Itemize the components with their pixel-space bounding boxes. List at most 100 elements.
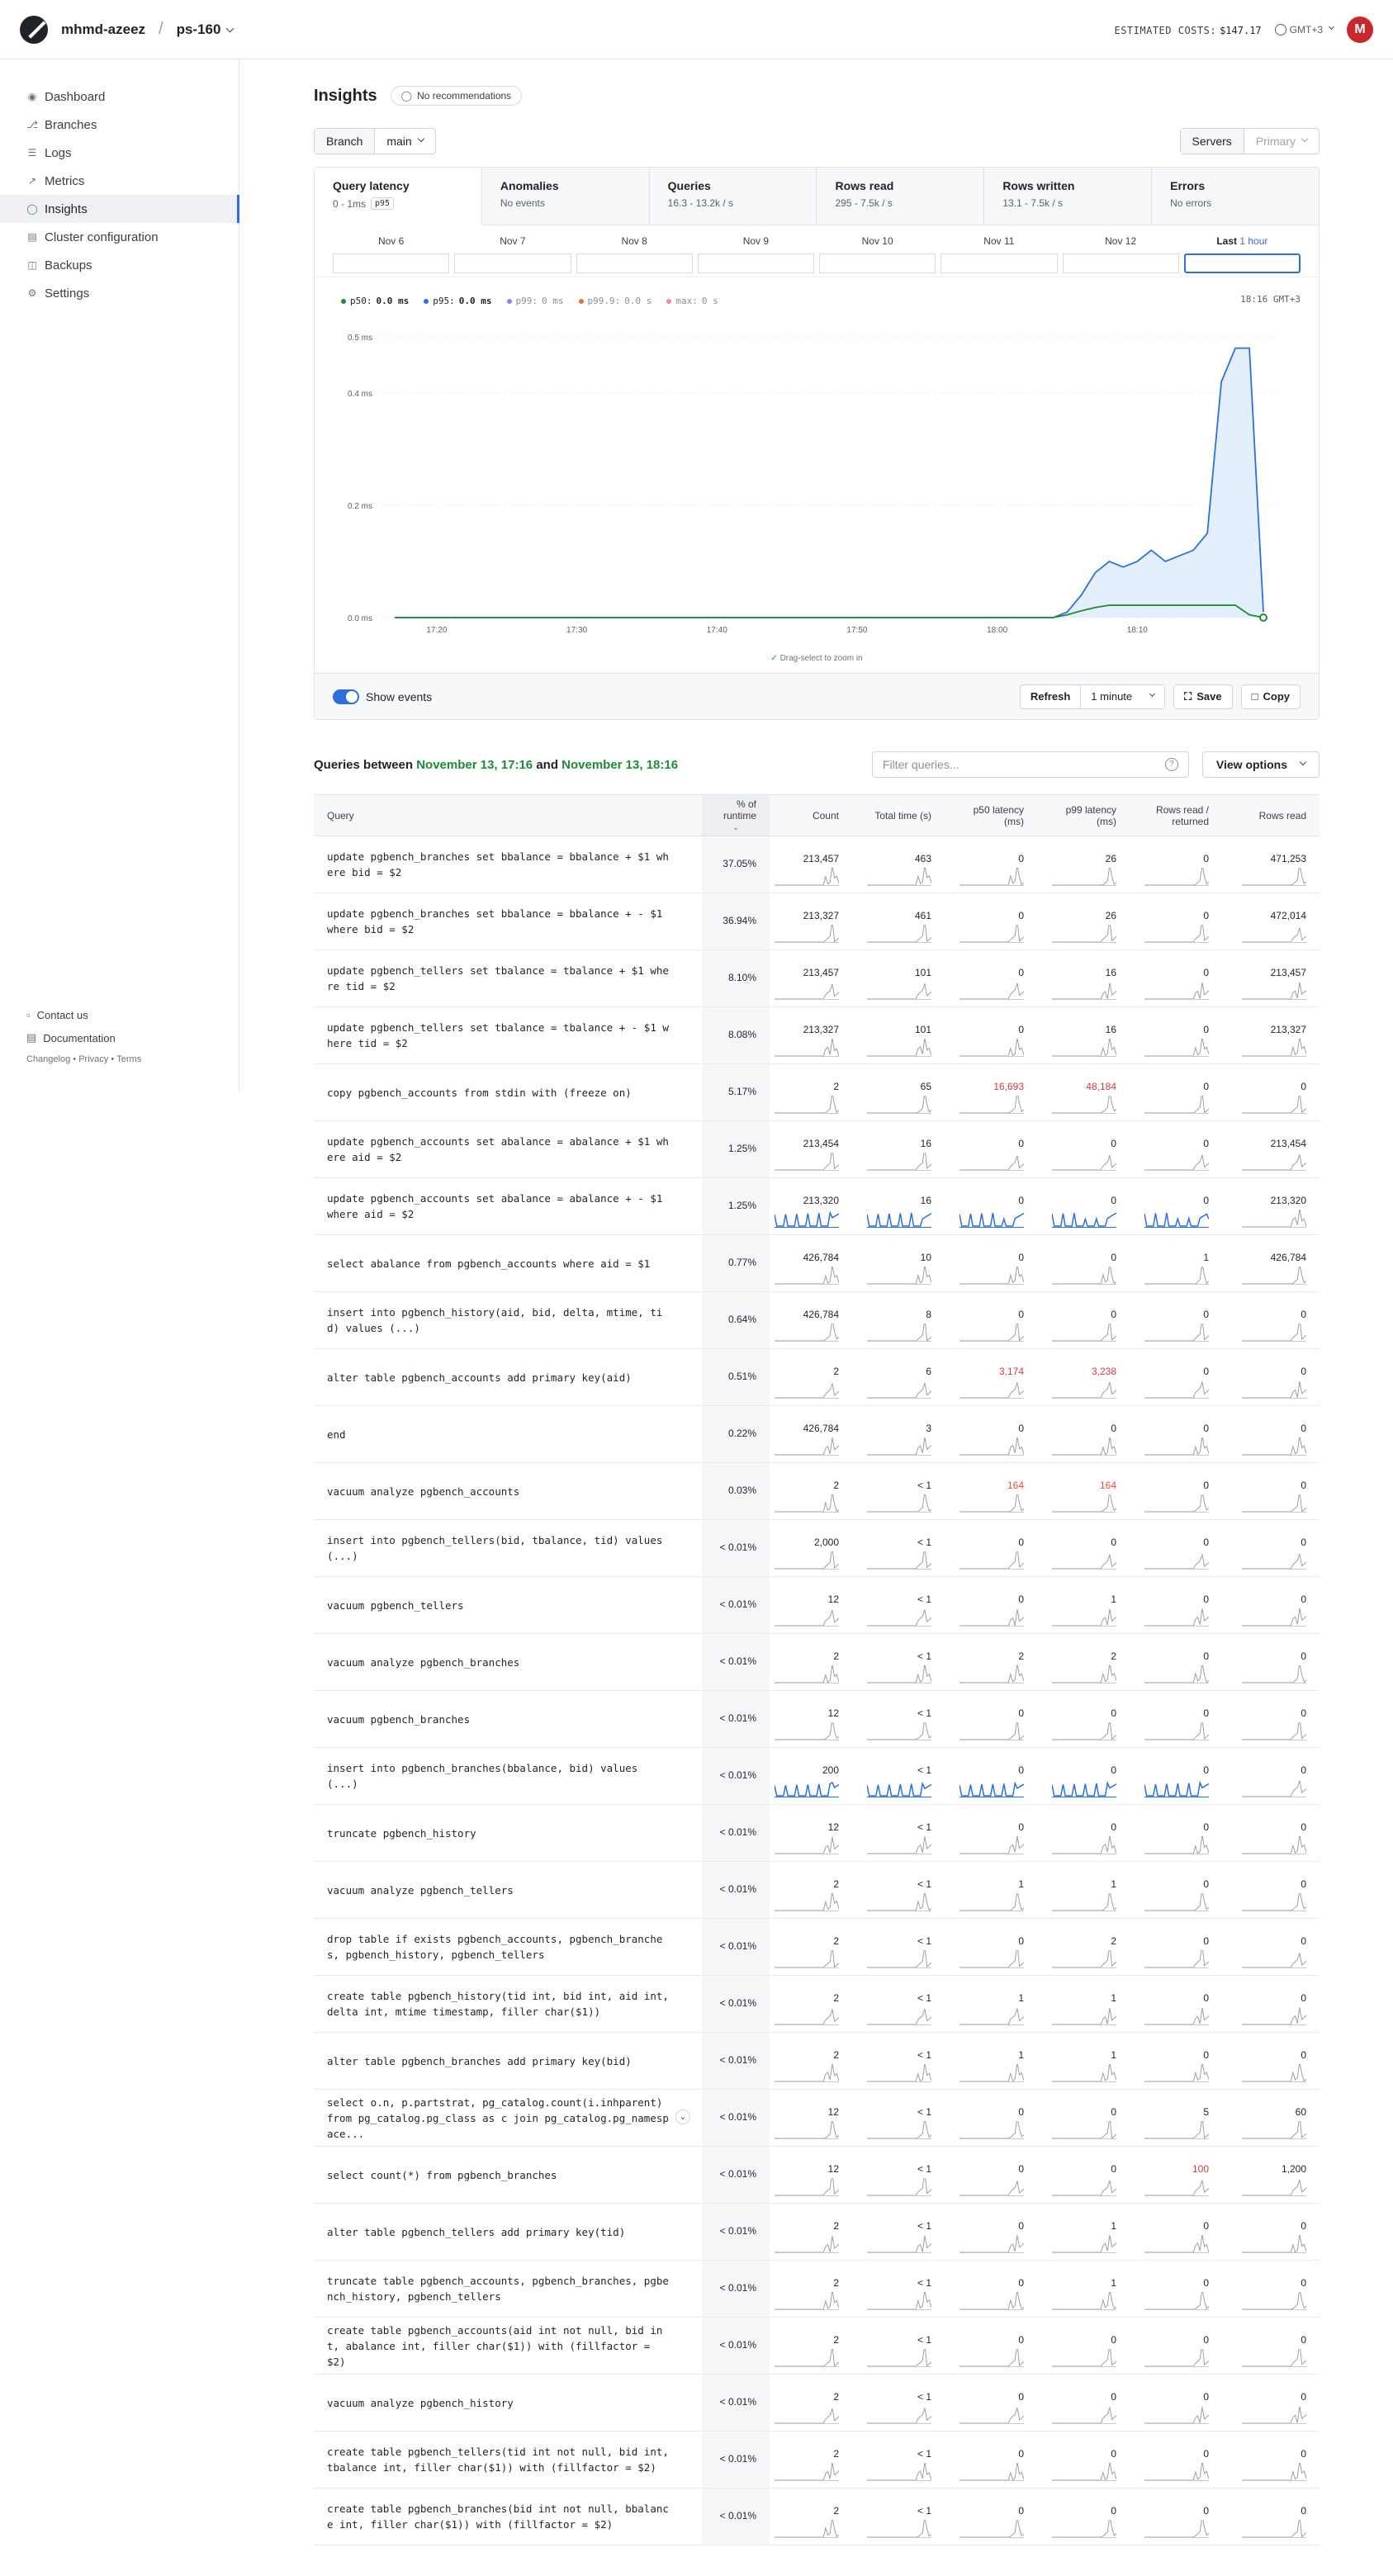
database-switcher[interactable]: ps-160 [177,21,235,38]
table-row[interactable]: insert into pgbench_history(aid, bid, de… [314,1291,1320,1349]
table-row[interactable]: create table pgbench_tellers(tid int not… [314,2431,1320,2488]
table-row[interactable]: alter table pgbench_tellers add primary … [314,2203,1320,2261]
query-cell[interactable]: vacuum analyze pgbench_history [314,2374,702,2432]
sidebar-item-backups[interactable]: ◫ Backups [0,251,239,279]
table-row[interactable]: select o.n, p.partstrat, pg_catalog.coun… [314,2089,1320,2147]
column-header[interactable]: Count [770,794,852,836]
day-bar[interactable] [697,253,814,273]
day-column[interactable]: Nov 7 [454,235,571,277]
sidebar-item-cluster-configuration[interactable]: ▤ Cluster configuration [0,223,239,251]
tab-rows-read[interactable]: Rows read 295 - 7.5k / s [817,168,985,225]
query-cell[interactable]: create table pgbench_tellers(tid int not… [314,2431,702,2488]
table-row[interactable]: drop table if exists pgbench_accounts, p… [314,1918,1320,1976]
org-name[interactable]: mhmd-azeez [61,21,146,37]
selected-range-label[interactable]: Last 1 hour [1216,235,1267,249]
query-cell[interactable]: update pgbench_tellers set tbalance = tb… [314,1006,702,1064]
query-cell[interactable]: insert into pgbench_tellers(bid, tbalanc… [314,1519,702,1577]
table-row[interactable]: update pgbench_accounts set abalance = a… [314,1120,1320,1178]
column-header[interactable]: p50 latency (ms) [945,794,1037,836]
sidebar-item-insights[interactable]: ◯ Insights [0,195,239,223]
terms-link[interactable]: Terms [116,1054,142,1064]
query-cell[interactable]: vacuum analyze pgbench_tellers [314,1861,702,1919]
branch-dropdown[interactable]: main [375,129,434,154]
tab-errors[interactable]: Errors No errors [1152,168,1319,225]
query-cell[interactable]: select abalance from pgbench_accounts wh… [314,1234,702,1292]
table-row[interactable]: update pgbench_tellers set tbalance = tb… [314,949,1320,1007]
query-cell[interactable]: truncate pgbench_history [314,1804,702,1862]
save-button[interactable]: ⛶ Save [1173,684,1233,709]
day-bar[interactable] [333,253,450,273]
copy-button[interactable]: □ Copy [1240,684,1301,709]
tab-anomalies[interactable]: Anomalies No events [482,168,650,225]
table-row[interactable]: alter table pgbench_accounts add primary… [314,1348,1320,1406]
legend-item[interactable]: max: 0 s [666,296,718,306]
series-line-p50[interactable] [394,604,1264,618]
table-row[interactable]: end 0.22% 426,784 3 0 0 0 0 [314,1405,1320,1463]
query-cell[interactable]: vacuum pgbench_tellers [314,1576,702,1634]
refresh-button[interactable]: Refresh [1021,684,1082,708]
table-row[interactable]: vacuum analyze pgbench_history < 0.01% 2 < … [314,2374,1320,2432]
table-row[interactable]: create table pgbench_branches(bid int no… [314,2488,1320,2545]
sidebar-item-metrics[interactable]: ↗ Metrics [0,167,239,195]
view-options-button[interactable]: View options [1201,751,1320,778]
table-row[interactable]: create table pgbench_accounts(aid int no… [314,2317,1320,2375]
query-cell[interactable]: update pgbench_tellers set tbalance = tb… [314,949,702,1007]
query-cell[interactable]: drop table if exists pgbench_accounts, p… [314,1918,702,1976]
query-cell[interactable]: create table pgbench_accounts(aid int no… [314,2317,702,2375]
table-row[interactable]: create table pgbench_history(tid int, bi… [314,1975,1320,2033]
tab-queries[interactable]: Queries 16.3 - 13.2k / s [650,168,817,225]
query-cell[interactable]: create table pgbench_branches(bid int no… [314,2488,702,2545]
show-events-toggle[interactable] [333,689,359,704]
sidebar-item-branches[interactable]: ⎇ Branches [0,111,239,139]
query-cell[interactable]: insert into pgbench_history(aid, bid, de… [314,1291,702,1349]
planetscale-logo-icon[interactable] [20,15,48,44]
sidebar-item-dashboard[interactable]: ◉ Dashboard [0,83,239,111]
day-bar[interactable] [1062,253,1179,273]
column-header[interactable]: p99 latency (ms) [1037,794,1130,836]
avatar[interactable]: M [1347,16,1373,43]
query-cell[interactable]: select count(*) from pgbench_branches [314,2146,702,2204]
query-cell[interactable]: alter table pgbench_accounts add primary… [314,1348,702,1406]
privacy-link[interactable]: Privacy [78,1054,109,1064]
contact-link[interactable]: ▫ Contact us [26,1009,141,1021]
day-column-selected[interactable]: Last 1 hour [1183,235,1301,277]
servers-selector[interactable]: Servers Primary [1179,128,1320,154]
table-row[interactable]: insert into pgbench_tellers(bid, tbalanc… [314,1519,1320,1577]
table-row[interactable]: truncate pgbench_history < 0.01% 12 < 1 0 0 0 0 [314,1804,1320,1862]
day-bar[interactable] [454,253,571,273]
query-cell[interactable]: vacuum analyze pgbench_accounts [314,1462,702,1520]
legend-item[interactable]: p50: 0.0 ms [341,296,409,306]
table-row[interactable]: select count(*) from pgbench_branches < 0… [314,2146,1320,2204]
sidebar-item-settings[interactable]: ⚙ Settings [0,279,239,307]
query-cell[interactable]: truncate table pgbench_accounts, pgbench… [314,2260,702,2318]
timezone-selector[interactable]: GMT+3 [1274,23,1335,36]
query-cell[interactable]: update pgbench_accounts set abalance = a… [314,1177,702,1235]
column-header[interactable]: Total time (s) [852,794,945,836]
filter-queries-input[interactable]: Filter queries...? [871,751,1189,778]
table-row[interactable]: insert into pgbench_branches(bbalance, b… [314,1747,1320,1805]
query-cell[interactable]: update pgbench_branches set bbalance = b… [314,836,702,893]
column-header[interactable]: Query [314,794,702,836]
query-cell[interactable]: insert into pgbench_branches(bbalance, b… [314,1747,702,1805]
chart-svg[interactable]: 0.0 ms 0.2 ms 0.4 ms 0.5 ms 17:20 17:30 17:40 1… [315,277,1319,674]
table-row[interactable]: vacuum analyze pgbench_tellers < 0.01% 2 < … [314,1861,1320,1919]
changelog-link[interactable]: Changelog [26,1054,71,1064]
day-column[interactable]: Nov 10 [819,235,936,277]
query-cell[interactable]: create table pgbench_history(tid int, bi… [314,1975,702,2033]
table-row[interactable]: vacuum analyze pgbench_branches < 0.01% 2 <… [314,1633,1320,1691]
table-row[interactable]: truncate table pgbench_accounts, pgbench… [314,2260,1320,2318]
table-row[interactable]: copy pgbench_accounts from stdin with (f… [314,1063,1320,1121]
day-bar-selected[interactable] [1183,253,1301,273]
query-cell[interactable]: alter table pgbench_tellers add primary … [314,2203,702,2261]
query-cell[interactable]: alter table pgbench_branches add primary… [314,2032,702,2090]
help-icon[interactable]: ? [1164,758,1178,771]
day-bar[interactable] [576,253,693,273]
query-cell[interactable]: update pgbench_accounts set abalance = a… [314,1120,702,1178]
day-column[interactable]: Nov 8 [576,235,693,277]
day-column[interactable]: Nov 9 [697,235,814,277]
servers-dropdown[interactable]: Primary [1244,129,1319,154]
day-column[interactable]: Nov 6 [333,235,450,277]
recommendations-pill[interactable]: ◯ No recommendations [390,86,523,106]
tab-rows-written[interactable]: Rows written 13.1 - 7.5k / s [984,168,1153,225]
